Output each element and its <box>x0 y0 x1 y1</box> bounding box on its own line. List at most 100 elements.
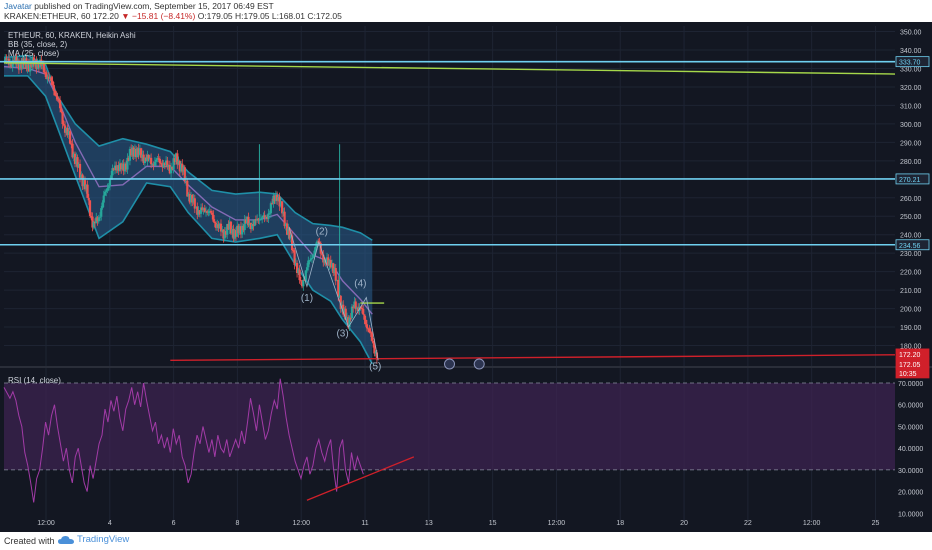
candle-body <box>213 221 216 224</box>
candle-body <box>290 235 294 251</box>
candle-body <box>146 155 149 162</box>
candle-body <box>261 217 264 219</box>
candle-body <box>193 198 196 209</box>
candle-body <box>192 198 195 203</box>
candle-body <box>259 218 263 220</box>
y-axis-tick-label: 260.00 <box>900 196 922 203</box>
y-axis-tick-label: 230.00 <box>900 251 922 258</box>
candle-body <box>276 195 279 201</box>
price-label-box <box>895 239 930 251</box>
candle-body <box>157 158 160 160</box>
candle-body <box>323 259 326 263</box>
author-link[interactable]: Javatar <box>4 1 32 11</box>
wave-label: (5) <box>369 362 381 373</box>
candle-body <box>362 308 365 315</box>
legend-ma: MA (25, close) <box>8 49 60 58</box>
y-axis-tick-label: 350.00 <box>900 30 922 37</box>
candle-body <box>204 211 208 213</box>
price-change: ▼ −15.81 (−8.41%) <box>121 11 196 21</box>
candle-body <box>90 215 93 217</box>
candle-body <box>95 217 98 224</box>
candle-body <box>339 295 342 309</box>
candle-body <box>264 216 267 218</box>
x-axis-tick-label: 12:00 <box>37 520 55 527</box>
candle-body <box>173 158 176 162</box>
candle-body <box>96 217 99 222</box>
tradingview-label: TradingView <box>77 534 130 545</box>
bollinger-band-fill <box>4 55 373 365</box>
candle-body <box>307 260 310 268</box>
ohlc-values: O:179.05 H:179.05 L:168.01 C:172.05 <box>197 11 342 21</box>
candle-body <box>368 328 371 333</box>
candle-body <box>233 230 236 239</box>
y-axis-tick-label: 310.00 <box>900 103 922 110</box>
price-label-text: 10:35 <box>899 371 917 378</box>
candle-body <box>329 259 332 268</box>
chart-svg[interactable]: (1) (2) (3) (4) (5) 350.00 340.00 330.00 320.00 3… <box>0 22 932 532</box>
candle-body <box>272 195 275 204</box>
candle-body <box>52 85 55 91</box>
candle-body <box>106 188 109 191</box>
candle-body <box>221 229 224 232</box>
y-axis-tick-label: 320.00 <box>900 85 922 92</box>
candle-body <box>19 62 22 70</box>
price-label-text: 172.20 <box>899 352 921 359</box>
x-axis-tick-label: 22 <box>744 520 752 527</box>
candle-body <box>127 157 130 161</box>
candle-body <box>263 215 266 218</box>
candle-body <box>330 263 334 268</box>
candle-body <box>254 219 258 221</box>
rsi-y-tick-label: 40.0000 <box>898 446 923 453</box>
candle-body <box>163 163 166 165</box>
candle-body <box>258 219 261 221</box>
candle-body <box>243 219 246 231</box>
candle-body <box>277 196 280 201</box>
candle-body <box>196 206 199 215</box>
candle-body <box>206 211 209 213</box>
candle-body <box>360 307 364 309</box>
candle-body <box>284 223 287 227</box>
candle-body <box>241 225 244 235</box>
candle-body <box>100 208 103 217</box>
x-axis-tick-label: 12:00 <box>803 520 821 527</box>
candle-body <box>310 257 314 259</box>
wave-label: (3) <box>336 328 348 339</box>
candle-body <box>349 317 352 319</box>
y-axis-tick-label: 300.00 <box>900 122 922 129</box>
candle-body <box>4 58 7 62</box>
candle-body <box>183 167 186 182</box>
candle-body <box>218 223 221 228</box>
candle-body <box>343 308 346 315</box>
candle-body <box>112 168 115 170</box>
published-text: published on TradingView.com, September … <box>34 1 274 11</box>
candle-body <box>155 159 158 162</box>
price-label-text: 333.70 <box>899 60 921 67</box>
candle-body <box>282 211 285 214</box>
tradingview-brand[interactable]: TradingView <box>58 534 129 545</box>
rsi-y-tick-label: 60.0000 <box>898 403 923 410</box>
symbol-name: KRAKEN:ETHEUR, 60 <box>4 11 91 21</box>
candle-body <box>5 58 8 60</box>
chart-canvas[interactable]: (1) (2) (3) (4) (5) 350.00 340.00 330.00 320.00 3… <box>0 22 932 532</box>
candle-body <box>70 143 73 145</box>
candle-body <box>320 253 324 255</box>
candle-body <box>162 163 165 168</box>
candle-body <box>299 280 302 282</box>
x-axis-tick-label: 12:00 <box>292 520 310 527</box>
candle-body <box>80 174 83 178</box>
candle-body <box>295 262 299 273</box>
candle-body <box>141 154 144 158</box>
candle-body <box>274 195 277 202</box>
candle-body <box>27 63 30 72</box>
candle-body <box>111 168 114 176</box>
y-axis-tick-label: 250.00 <box>900 214 922 221</box>
candle-body <box>273 195 276 202</box>
candle-body <box>156 158 159 160</box>
candle-body <box>248 222 251 226</box>
publish-line: Javatar published on TradingView.com, Se… <box>4 1 274 11</box>
candle-body <box>304 270 307 280</box>
candle-body <box>177 161 180 165</box>
candle-body <box>249 222 253 230</box>
candle-body <box>81 174 84 187</box>
y-axis-tick-label: 280.00 <box>900 159 922 166</box>
